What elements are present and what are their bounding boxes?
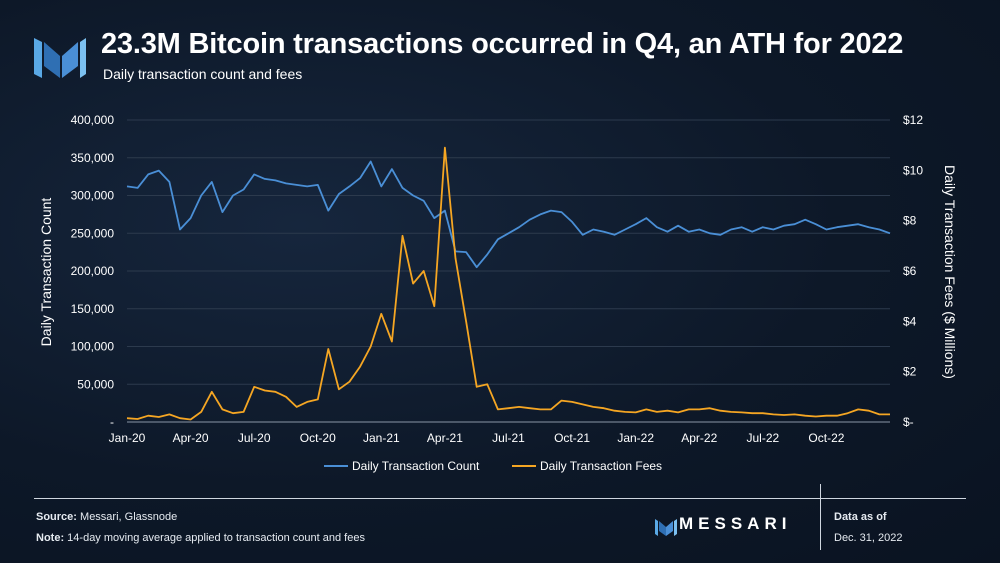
- x-tick-label: Jan-21: [363, 431, 400, 445]
- chart-legend: Daily Transaction Count Daily Transactio…: [324, 459, 662, 473]
- footer-vertical-divider: [820, 484, 821, 550]
- x-tick-label: Apr-20: [173, 431, 209, 445]
- x-tick-label: Jul-22: [746, 431, 779, 445]
- messari-logo-icon: [34, 38, 86, 78]
- footer-divider-line: [34, 498, 966, 499]
- x-tick-label: Apr-21: [427, 431, 463, 445]
- y-left-tick-label: 150,000: [71, 302, 115, 316]
- data-as-of-label: Data as of: [834, 511, 887, 523]
- brand-wordmark: MESSARI: [679, 514, 792, 533]
- x-tick-label: Oct-22: [808, 431, 844, 445]
- y-right-tick-label: $8: [903, 214, 917, 228]
- legend-fees-label: Daily Transaction Fees: [540, 459, 662, 473]
- y-right-tick-label: $4: [903, 314, 917, 328]
- y-left-tick-label: 200,000: [71, 264, 115, 278]
- x-tick-label: Jan-22: [617, 431, 654, 445]
- x-tick-label: Oct-21: [554, 431, 590, 445]
- data-as-of-date: Dec. 31, 2022: [834, 532, 903, 544]
- series-lines: [126, 146, 891, 421]
- y-right-tick-label: $10: [903, 163, 923, 177]
- x-tick-label: Jul-20: [238, 431, 271, 445]
- chart-title: 23.3M Bitcoin transactions occurred in Q…: [101, 28, 904, 60]
- y-right-tick-label: $-: [903, 415, 914, 429]
- source-text: Source: Messari, Glassnode: [36, 511, 177, 523]
- note-label: Note:: [36, 532, 65, 544]
- y-left-tick-label: 350,000: [71, 151, 115, 165]
- x-axis-ticks: Jan-20 Apr-20 Jul-20 Oct-20 Jan-21 Apr-21 Jul-…: [109, 421, 890, 445]
- y-left-tick-label: 100,000: [71, 340, 115, 354]
- y-right-tick-label: $12: [903, 113, 923, 127]
- messari-brand-icon: [655, 519, 677, 536]
- y-right-tick-label: $6: [903, 264, 917, 278]
- source-value: Messari, Glassnode: [80, 511, 178, 523]
- y-axis-label-left: Daily Transaction Count: [38, 198, 54, 347]
- legend-count-label: Daily Transaction Count: [352, 459, 480, 473]
- x-tick-label: Apr-22: [681, 431, 717, 445]
- note-text: Note: 14-day moving average applied to t…: [36, 532, 365, 544]
- grid-lines: [127, 119, 890, 423]
- y-right-tick-label: $2: [903, 365, 917, 379]
- note-value: 14-day moving average applied to transac…: [67, 532, 365, 544]
- line-chart: - 50,000 100,000 150,000 200,000 250,000 300,0…: [38, 113, 958, 473]
- chart-subtitle: Daily transaction count and fees: [103, 66, 303, 82]
- left-axis-ticks: - 50,000 100,000 150,000 200,000 250,000 300,0…: [71, 113, 115, 429]
- series-line-transaction-fees: [126, 146, 890, 421]
- y-left-tick-label: 400,000: [71, 113, 115, 127]
- x-tick-label: Jan-20: [109, 431, 146, 445]
- y-left-tick-label: -: [110, 415, 114, 429]
- source-label: Source:: [36, 511, 77, 523]
- x-tick-label: Jul-21: [492, 431, 525, 445]
- x-tick-label: Oct-20: [300, 431, 336, 445]
- right-axis-ticks: $- $2 $4 $6 $8 $10 $12: [903, 113, 923, 429]
- y-left-tick-label: 250,000: [71, 226, 115, 240]
- y-axis-label-right: Daily Transaction Fees ($ Millions): [942, 165, 958, 379]
- y-left-tick-label: 50,000: [77, 377, 114, 391]
- series-line-transaction-count: [126, 160, 891, 269]
- y-left-tick-label: 300,000: [71, 189, 115, 203]
